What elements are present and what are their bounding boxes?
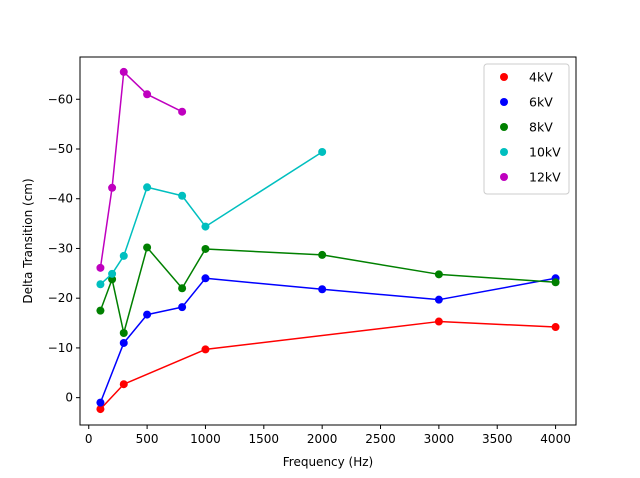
x-tick-label: 4000 <box>540 432 571 446</box>
x-axis-label: Frequency (Hz) <box>283 455 374 469</box>
data-point-8kv <box>119 329 128 337</box>
data-point-6kv <box>318 285 327 294</box>
data-point-4kv <box>119 380 128 389</box>
data-point-8kv <box>434 270 443 279</box>
x-tick-label: 3500 <box>482 432 513 446</box>
data-point-4kv <box>96 405 105 414</box>
data-point-10kv <box>143 183 152 192</box>
series-line-6kv <box>99 277 556 403</box>
data-point-12kv <box>143 90 152 99</box>
legend-label-12kv: 12kV <box>529 170 561 185</box>
y-tick-label: −40 <box>48 192 73 206</box>
data-point-6kv <box>119 338 128 347</box>
y-tick-label: −20 <box>48 291 73 305</box>
legend-label-6kv: 6kV <box>529 95 553 110</box>
data-point-8kv <box>108 275 117 284</box>
data-point-8kv <box>178 284 187 293</box>
x-axis-ticks: 0 500 1000 1500 2000 2500 3000 3500 4000 <box>85 425 571 446</box>
data-point-4kv <box>434 317 443 326</box>
legend-marker-12kv <box>500 173 508 181</box>
x-tick-label: 500 <box>136 432 159 446</box>
data-point-12kv <box>178 107 187 116</box>
data-point-10kv <box>96 280 105 289</box>
y-tick-label: −30 <box>48 241 73 255</box>
y-axis-label: Delta Transition (cm) <box>21 178 35 303</box>
data-point-12kv <box>96 263 105 272</box>
plot-frame <box>79 56 577 426</box>
legend-marker-8kv <box>500 123 508 131</box>
data-point-10kv <box>201 222 210 231</box>
data-point-8kv <box>201 244 210 253</box>
legend-marker-10kv <box>500 148 508 156</box>
data-point-8kv <box>551 278 560 287</box>
y-tick-label: −10 <box>48 341 73 355</box>
legend-label-4kv: 4kV <box>529 70 553 85</box>
data-point-6kv <box>201 274 210 283</box>
data-point-8kv <box>96 306 105 315</box>
data-point-4kv <box>201 345 210 354</box>
legend-marker-4kv <box>500 73 508 81</box>
data-point-6kv <box>96 398 105 407</box>
x-tick-label: 3000 <box>424 432 455 446</box>
legend-label-8kv: 8kV <box>529 120 553 135</box>
data-point-6kv <box>434 295 443 304</box>
data-point-10kv <box>108 269 117 278</box>
x-tick-label: 2500 <box>365 432 396 446</box>
data-point-12kv <box>119 67 128 76</box>
legend-box <box>483 63 570 195</box>
x-tick-label: 1500 <box>249 432 280 446</box>
x-tick-label: 1000 <box>190 432 221 446</box>
data-point-8kv <box>143 243 152 252</box>
series-layer <box>96 67 560 414</box>
y-tick-label: −50 <box>48 142 73 156</box>
legend-label-10kv: 10kV <box>529 145 561 160</box>
data-point-10kv <box>318 147 327 156</box>
y-tick-label: −60 <box>48 92 73 106</box>
data-point-4kv <box>551 323 560 332</box>
x-tick-label: 0 <box>85 432 93 446</box>
y-tick-label: 0 <box>65 391 73 405</box>
legend-marker-6kv <box>500 98 508 106</box>
data-point-12kv <box>108 183 117 192</box>
data-point-8kv <box>318 250 327 259</box>
data-point-6kv <box>143 310 152 319</box>
y-axis-ticks: 0 −10 −20 −30 −40 −50 −60 <box>48 92 80 405</box>
legend: 4kV 6kV 8kV 10kV 12kV <box>483 63 570 195</box>
data-point-10kv <box>178 191 187 200</box>
x-tick-label: 2000 <box>307 432 338 446</box>
data-point-6kv <box>178 303 187 312</box>
data-point-10kv <box>119 251 128 260</box>
